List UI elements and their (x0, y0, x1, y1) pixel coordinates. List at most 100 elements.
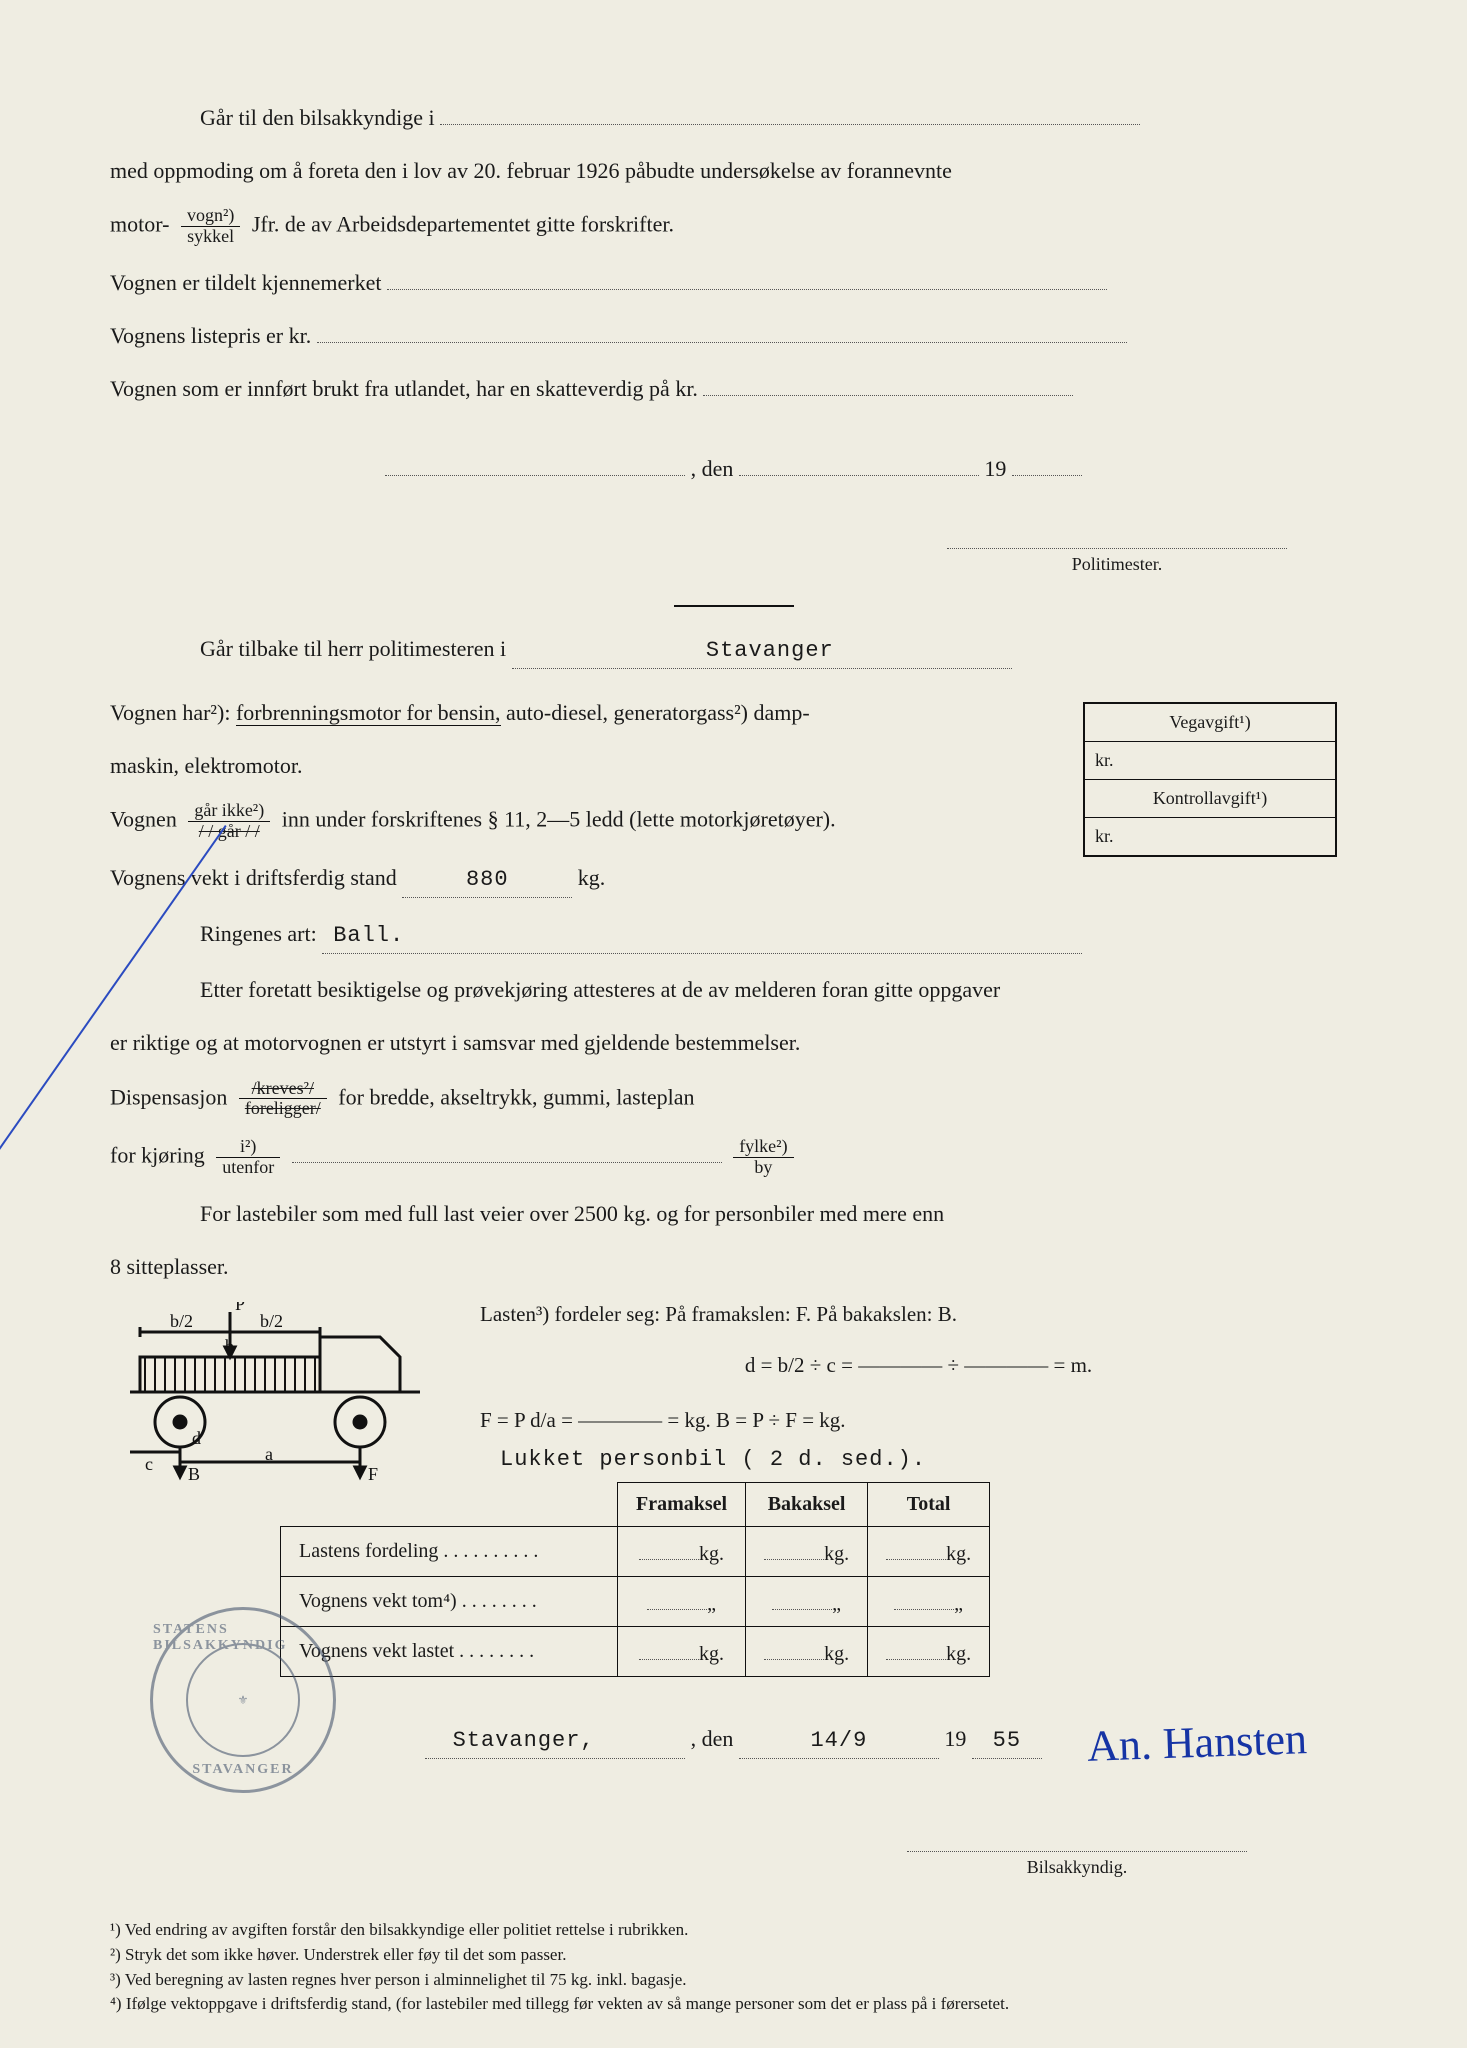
col-total: Total (868, 1483, 990, 1527)
weight-table: Framaksel Bakaksel Total Lastens fordeli… (280, 1482, 990, 1677)
unit: kg. (824, 1643, 849, 1665)
svg-text:P: P (235, 1302, 245, 1314)
unit: kg. (946, 1543, 971, 1565)
blank-field (317, 320, 1127, 343)
cell: „ (618, 1577, 746, 1627)
blank-field (440, 102, 1140, 125)
table-row: Vognens vekt lastet . . . . . . . . kg. … (281, 1627, 990, 1677)
frac-top: /kreves²/ (239, 1079, 327, 1100)
formula-block: Lasten³) fordeler seg: På framakslen: F.… (440, 1302, 1357, 1472)
footnote: ¹) Ved endring av avgiften forstår den b… (110, 1918, 1357, 1943)
diagram-row: P b/2b/2 b c B a F d Lasten³) fordeler s… (110, 1302, 1357, 1482)
footnote: ³) Ved beregning av lasten regnes hver p… (110, 1968, 1357, 1993)
line-skatteverdi: Vognen som er innført brukt fra utlandet… (110, 371, 1357, 406)
stamp-text-top: STATENS BILSAKKYNDIG (153, 1622, 333, 1654)
line-listepris: Vognens listepris er kr. (110, 318, 1357, 353)
text: For lastebiler som med full last veier o… (200, 1201, 944, 1226)
text: for kjøring (110, 1143, 210, 1168)
cell: kg. (746, 1627, 868, 1677)
stamp-text-bottom: STAVANGER (192, 1762, 293, 1778)
signature-line (947, 526, 1287, 549)
line-motor: motor- vogn²) sykkel Jfr. de av Arbeidsd… (110, 206, 1357, 247)
text: 19 (944, 1726, 966, 1751)
line-attest-1: Etter foretatt besiktigelse og prøvekjør… (110, 972, 1357, 1007)
svg-text:b: b (225, 1336, 234, 1356)
unit: „ (832, 1593, 841, 1615)
frac-bot: foreligger/ (239, 1099, 327, 1119)
frac-top: i²) (216, 1137, 280, 1158)
blank-field (387, 267, 1107, 290)
text: Vognens vekt i driftsferdig stand (110, 865, 397, 890)
text: Går til den bilsakkyndige i (200, 105, 435, 130)
text: Vognen som er innført brukt fra utlandet… (110, 376, 698, 401)
table-row: Vognens vekt tom⁴) . . . . . . . . „ „ „ (281, 1577, 990, 1627)
cell: kg. (618, 1527, 746, 1577)
line-oppmoding: med oppmoding om å foreta den i lov av 2… (110, 153, 1357, 188)
line-ring: Ringenes art: Ball. (110, 916, 1357, 954)
unit: kg. (946, 1643, 971, 1665)
cell: „ (746, 1577, 868, 1627)
col-fram: Framaksel (618, 1483, 746, 1527)
signature-block-politimester: Politimester. (110, 526, 1357, 575)
col-bak: Bakaksel (746, 1483, 868, 1527)
fees-vegavgift: Vegavgift¹) (1085, 704, 1335, 742)
text: Går tilbake til herr politimesteren i (200, 636, 506, 661)
unit: „ (954, 1593, 963, 1615)
svg-text:a: a (265, 1444, 273, 1464)
fraction-disp: /kreves²/ foreligger/ (239, 1079, 327, 1120)
field-city: Stavanger (512, 631, 1012, 669)
fraction-kjoring: i²) utenfor (216, 1137, 280, 1178)
text: for bredde, akseltrykk, gummi, lasteplan (338, 1084, 694, 1109)
text: kg. (578, 865, 606, 890)
text: 19 (984, 456, 1006, 481)
text: motor- (110, 212, 175, 237)
label-politimester: Politimester. (947, 554, 1287, 575)
line-attest-2: er riktige og at motorvognen er utstyrt … (110, 1025, 1357, 1060)
cell: kg. (618, 1627, 746, 1677)
line-kjennemerke: Vognen er tildelt kjennemerket (110, 265, 1357, 300)
fees-kr: kr. (1085, 818, 1335, 855)
table-header-row: Framaksel Bakaksel Total (281, 1483, 990, 1527)
unit: kg. (699, 1543, 724, 1565)
unit: „ (707, 1593, 716, 1615)
blank-field (703, 373, 1073, 396)
line-motor-type: Vognen har²): forbrenningsmotor for bens… (110, 695, 870, 730)
text: 8 sitteplasser. (110, 1254, 229, 1279)
text: Vognens listepris er kr. (110, 323, 311, 348)
handwritten-signature: An. Hansten (1086, 1713, 1308, 1772)
field-date: 14/9 (739, 1721, 939, 1759)
fraction-vogn-sykkel: vogn²) sykkel (181, 206, 240, 247)
svg-text:F: F (368, 1464, 378, 1482)
footnote: ⁴) Ifølge vektoppgave i driftsferdig sta… (110, 1992, 1357, 2017)
typed-vehicle-type: Lukket personbil ( 2 d. sed.). (480, 1447, 1357, 1472)
field-vekt: 880 (402, 860, 572, 898)
typed-year: 55 (993, 1728, 1021, 1753)
footnote: ²) Stryk det som ikke høver. Understrek … (110, 1943, 1357, 1968)
text: Jfr. de av Arbeidsdepartementet gitte fo… (252, 212, 674, 237)
frac-bot: sykkel (181, 227, 240, 247)
cell: kg. (746, 1527, 868, 1577)
cell: „ (868, 1577, 990, 1627)
line-disp: Dispensasjon /kreves²/ foreligger/ for b… (110, 1079, 1357, 1120)
text: , den (691, 456, 734, 481)
svg-text:B: B (188, 1464, 200, 1482)
typed-ring: Ball. (333, 923, 404, 948)
official-stamp: STATENS BILSAKKYNDIG ⚜ STAVANGER (150, 1607, 336, 1793)
text: Vognen har²): (110, 700, 236, 725)
formula-f: F = P d/a = ———— = kg. B = P ÷ F = kg. (480, 1408, 1357, 1433)
frac-top: går ikke²) (188, 801, 270, 822)
underlined-motor: forbrenningsmotor for bensin, (236, 700, 501, 726)
text: med oppmoding om å foreta den i lov av 2… (110, 158, 952, 183)
line-back-to: Går tilbake til herr politimesteren i St… (110, 631, 1357, 669)
signature-line (907, 1829, 1247, 1852)
typed-vekt: 880 (466, 867, 509, 892)
truck-diagram: P b/2b/2 b c B a F d (110, 1302, 440, 1482)
fees-kr: kr. (1085, 742, 1335, 780)
line-kjoring: for kjøring i²) utenfor fylke²) by (110, 1137, 1357, 1178)
footnotes: ¹) Ved endring av avgiften forstår den b… (110, 1918, 1357, 2017)
fraction-gaar: går ikke²) / / går / / (188, 801, 270, 842)
text-lasten: Lasten³) fordeler seg: På framakslen: F.… (480, 1302, 1357, 1327)
frac-bot: by (733, 1158, 793, 1178)
svg-text:d: d (192, 1428, 201, 1448)
label-bilsakkyndig: Bilsakkyndig. (907, 1857, 1247, 1878)
